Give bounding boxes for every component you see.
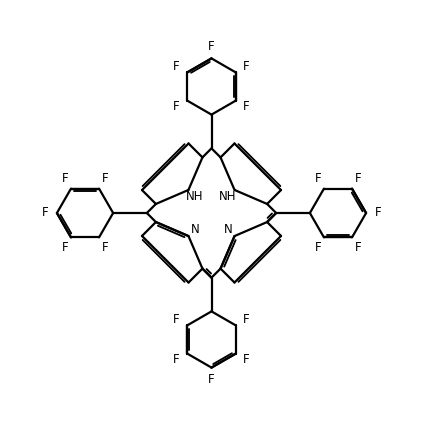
Text: NH: NH [186, 190, 204, 203]
Text: F: F [355, 242, 361, 254]
Text: F: F [62, 242, 68, 254]
Text: F: F [243, 60, 250, 73]
Text: F: F [243, 313, 250, 326]
Text: F: F [243, 100, 250, 113]
Text: F: F [208, 373, 215, 386]
Text: F: F [173, 313, 180, 326]
Text: F: F [62, 172, 68, 184]
Text: F: F [173, 100, 180, 113]
Text: F: F [102, 242, 108, 254]
Text: N: N [191, 223, 200, 236]
Text: F: F [102, 172, 108, 184]
Text: F: F [375, 207, 382, 219]
Text: N: N [223, 223, 232, 236]
Text: F: F [315, 242, 321, 254]
Text: NH: NH [219, 190, 237, 203]
Text: F: F [173, 353, 180, 366]
Text: F: F [208, 40, 215, 53]
Text: F: F [173, 60, 180, 73]
Text: F: F [315, 172, 321, 184]
Text: F: F [243, 353, 250, 366]
Text: F: F [41, 207, 48, 219]
Text: F: F [355, 172, 361, 184]
